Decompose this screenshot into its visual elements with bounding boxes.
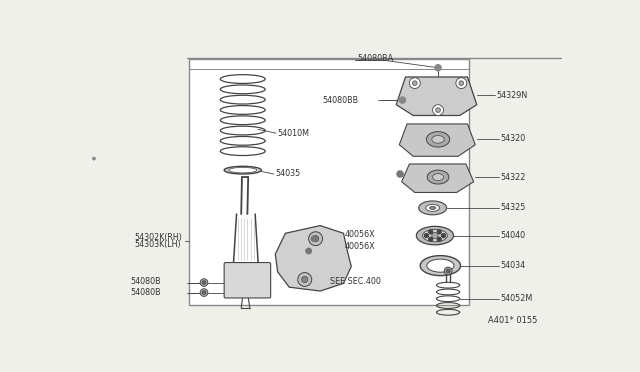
Circle shape [435,65,441,71]
Text: 54080BA: 54080BA [358,54,394,63]
Ellipse shape [420,256,461,276]
Circle shape [442,234,445,238]
Circle shape [298,273,312,286]
Ellipse shape [224,166,261,174]
Text: 54040: 54040 [500,231,525,240]
Circle shape [444,267,452,275]
FancyBboxPatch shape [224,263,271,298]
Text: A401* 0155: A401* 0155 [488,316,537,325]
Text: 54303K(LH): 54303K(LH) [134,240,181,249]
Circle shape [429,230,433,234]
Ellipse shape [428,170,449,184]
Ellipse shape [419,201,447,215]
Circle shape [202,291,206,295]
Circle shape [306,248,311,254]
Circle shape [399,97,406,103]
Circle shape [433,105,444,115]
Text: 54080B: 54080B [131,276,161,286]
Circle shape [311,236,317,241]
Text: 54325: 54325 [500,203,525,212]
Circle shape [436,108,440,112]
Circle shape [410,78,420,89]
Circle shape [200,279,208,286]
Circle shape [202,280,206,285]
Circle shape [437,237,441,241]
Circle shape [200,289,208,296]
Circle shape [459,81,463,86]
Text: 54010M: 54010M [278,129,310,138]
Text: 54034: 54034 [500,261,525,270]
Polygon shape [275,225,351,291]
Ellipse shape [417,226,454,245]
Text: SEE SEC.400: SEE SEC.400 [330,277,380,286]
Ellipse shape [426,132,450,147]
Circle shape [301,276,308,283]
Bar [189,58,469,305]
Text: 54080B: 54080B [131,288,161,297]
Polygon shape [402,164,474,192]
Circle shape [312,235,319,242]
Circle shape [93,157,95,160]
Circle shape [397,171,403,177]
Circle shape [432,232,438,239]
Circle shape [308,232,323,246]
Circle shape [424,234,428,238]
Text: 40056X: 40056X [345,242,376,251]
Ellipse shape [427,259,454,272]
Ellipse shape [229,167,257,173]
Ellipse shape [432,135,444,143]
Polygon shape [399,124,476,156]
Circle shape [456,78,467,89]
Text: 54080BB: 54080BB [323,96,358,105]
Text: 54320: 54320 [500,134,525,143]
Circle shape [437,230,441,234]
Text: 40056X: 40056X [345,230,376,239]
Text: 54329N: 54329N [496,91,527,100]
Text: 54322: 54322 [500,173,525,182]
Text: 54035: 54035 [275,170,301,179]
Ellipse shape [429,206,436,209]
Ellipse shape [426,205,440,211]
Text: 54302K(RH): 54302K(RH) [134,232,182,242]
Circle shape [429,237,433,241]
Ellipse shape [433,174,444,180]
Circle shape [446,269,450,273]
Text: 54052M: 54052M [500,294,532,303]
Polygon shape [396,77,477,115]
Circle shape [412,81,417,86]
Ellipse shape [422,230,447,242]
